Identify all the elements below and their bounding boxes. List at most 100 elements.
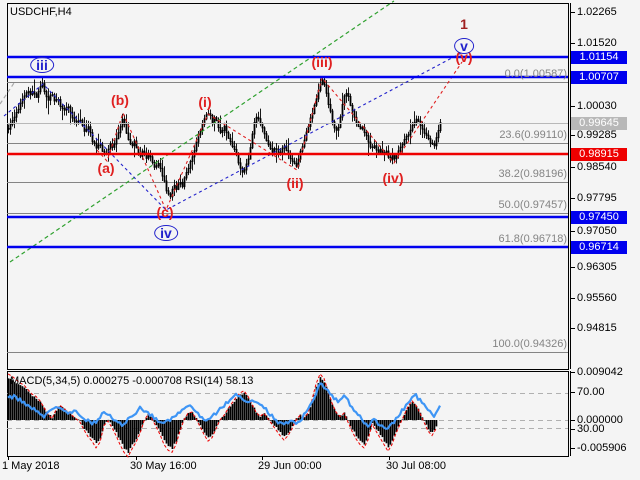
candle-body (287, 150, 290, 155)
candle-body (113, 143, 116, 148)
candle-body (225, 125, 228, 134)
candle-body (161, 167, 164, 177)
gray-trendline[interactable] (0, 82, 15, 105)
macd-histogram-bar (169, 420, 172, 447)
macd-histogram-bar (359, 420, 362, 441)
wave-label-blue-circled: iii (30, 57, 54, 73)
candle-body (401, 143, 404, 148)
candle-body (265, 133, 268, 142)
macd-histogram-bar (263, 413, 266, 420)
macd-histogram-bar (209, 420, 212, 437)
macd-histogram-bar (291, 420, 294, 427)
candle-body (63, 108, 66, 111)
macd-histogram-bar (91, 420, 94, 439)
macd-histogram-bar (431, 420, 434, 433)
macd-histogram-bar (331, 404, 334, 420)
macd-histogram-bar (141, 420, 144, 425)
candle-body (373, 145, 376, 149)
wave-label-red: (b) (111, 92, 129, 108)
candle-body (173, 184, 176, 190)
candle-body (33, 91, 36, 95)
macd-histogram-bar (105, 420, 108, 422)
candle-body (353, 110, 356, 118)
macd-histogram-bar (415, 406, 418, 420)
candle-body (175, 184, 178, 190)
macd-histogram-bar (367, 420, 370, 437)
macd-histogram-bar (165, 420, 168, 444)
candle-body (395, 154, 398, 160)
macd-histogram-bar (47, 414, 50, 420)
wave-label-red: (iii) (311, 54, 333, 70)
macd-histogram-bar (289, 420, 292, 431)
candle-body (241, 167, 244, 173)
candle-body (403, 139, 406, 145)
macd-histogram-bar (395, 420, 398, 432)
macd-histogram-bar (329, 398, 332, 420)
candle-body (285, 145, 288, 152)
wave-label-blue-circled: iv (154, 225, 178, 241)
macd-histogram-bar (321, 379, 324, 420)
wave-label-darkred: 1 (460, 16, 468, 32)
candle-body (27, 90, 30, 94)
macd-histogram-bar (187, 412, 190, 420)
candle-body (371, 146, 374, 149)
rsi-line (7, 382, 441, 430)
macd-histogram-bar (45, 411, 48, 420)
macd-histogram-bar (357, 420, 360, 439)
candle-body (93, 141, 96, 144)
candle-body (45, 91, 48, 98)
macd-histogram-bar (401, 419, 404, 421)
macd-histogram-bar (419, 412, 422, 420)
candle-body (361, 126, 364, 130)
macd-histogram-bar (117, 420, 120, 438)
candle-body (169, 193, 172, 198)
red-wave-path[interactable] (96, 61, 463, 212)
candle-body (255, 116, 258, 124)
time-axis-label[interactable]: 29 Jun 00:00 (258, 460, 322, 472)
wave-label-red: (a) (97, 160, 115, 176)
macd-histogram-bar (87, 420, 90, 434)
time-axis-label[interactable]: 30 May 16:00 (130, 460, 197, 472)
candle-body (197, 134, 200, 143)
candle-body (97, 144, 100, 149)
macd-histogram-bar (79, 420, 82, 421)
blue-wave-path[interactable] (3, 51, 464, 211)
candle-body (291, 158, 294, 162)
macd-histogram-bar (231, 404, 234, 420)
candle-body (275, 148, 278, 150)
price-tick-label: 0.97795 (577, 192, 617, 204)
macd-histogram-bar (223, 415, 226, 420)
macd-histogram-bar (309, 407, 312, 420)
candle-body (143, 150, 146, 154)
macd-histogram-bar (15, 383, 18, 420)
candle-body (65, 107, 68, 111)
macd-histogram-bar (435, 420, 438, 427)
macd-histogram-bar (277, 420, 280, 431)
candle-body (195, 141, 198, 152)
candle-body (147, 154, 150, 159)
candle-body (259, 118, 262, 125)
candle-body (325, 84, 328, 94)
candle-body (75, 120, 78, 123)
time-axis-label[interactable]: 1 May 2018 (2, 460, 60, 472)
candle-body (317, 89, 320, 100)
candle-body (383, 152, 386, 154)
candle-body (293, 160, 296, 164)
price-tick-label: 1.01520 (577, 37, 617, 49)
macd-histogram-bar (173, 420, 176, 444)
price-tick-label: 1.02265 (577, 6, 617, 18)
candle-body (181, 181, 184, 188)
macd-histogram-bar (259, 416, 262, 420)
candle-body (79, 119, 82, 122)
macd-histogram-bar (51, 418, 54, 420)
candle-body (101, 144, 104, 152)
price-panel-frame[interactable] (7, 3, 569, 370)
macd-histogram-bar (423, 420, 426, 421)
green-trendline[interactable] (9, 0, 395, 263)
macd-histogram-bar (109, 420, 112, 423)
candle-body (41, 83, 44, 88)
time-axis-label[interactable]: 30 Jul 08:00 (386, 460, 446, 472)
candle-body (213, 117, 216, 124)
candle-body (381, 148, 384, 154)
